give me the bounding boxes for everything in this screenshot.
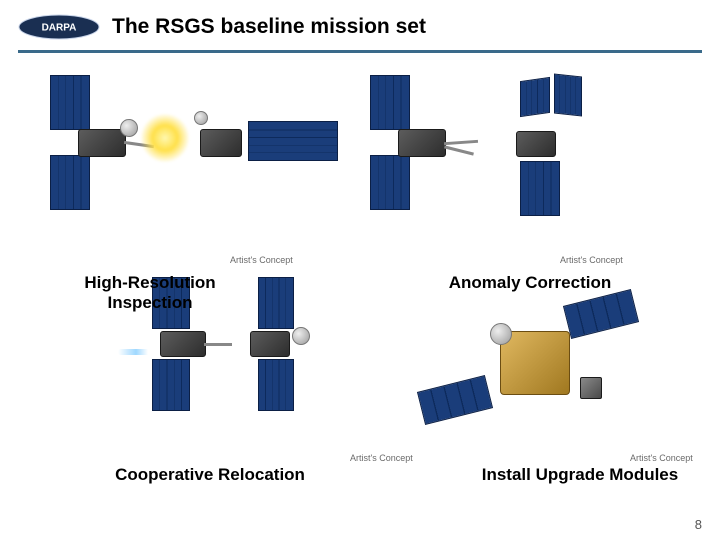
- caption-upgrade: Install Upgrade Modules: [450, 465, 710, 485]
- page-number: 8: [695, 517, 702, 532]
- concept-note: Artist's Concept: [560, 255, 623, 265]
- darpa-logo: DARPA: [18, 12, 100, 42]
- header: DARPA The RSGS baseline mission set: [0, 0, 720, 50]
- content-area: Artist's Concept Artist's Concept Artist…: [0, 63, 720, 503]
- illustration-inspection: [60, 73, 340, 253]
- illustration-upgrade: [440, 273, 700, 453]
- logo-text: DARPA: [42, 23, 77, 34]
- slide-title: The RSGS baseline mission set: [112, 15, 426, 39]
- caption-inspection: High-Resolution Inspection: [20, 273, 280, 312]
- caption-relocation: Cooperative Relocation: [80, 465, 340, 485]
- concept-note: Artist's Concept: [230, 255, 293, 265]
- slide: DARPA The RSGS baseline mission set: [0, 0, 720, 540]
- concept-note: Artist's Concept: [350, 453, 413, 463]
- illustration-anomaly: [380, 73, 660, 253]
- header-rule: [18, 50, 702, 53]
- caption-anomaly: Anomaly Correction: [400, 273, 660, 293]
- concept-note: Artist's Concept: [630, 453, 693, 463]
